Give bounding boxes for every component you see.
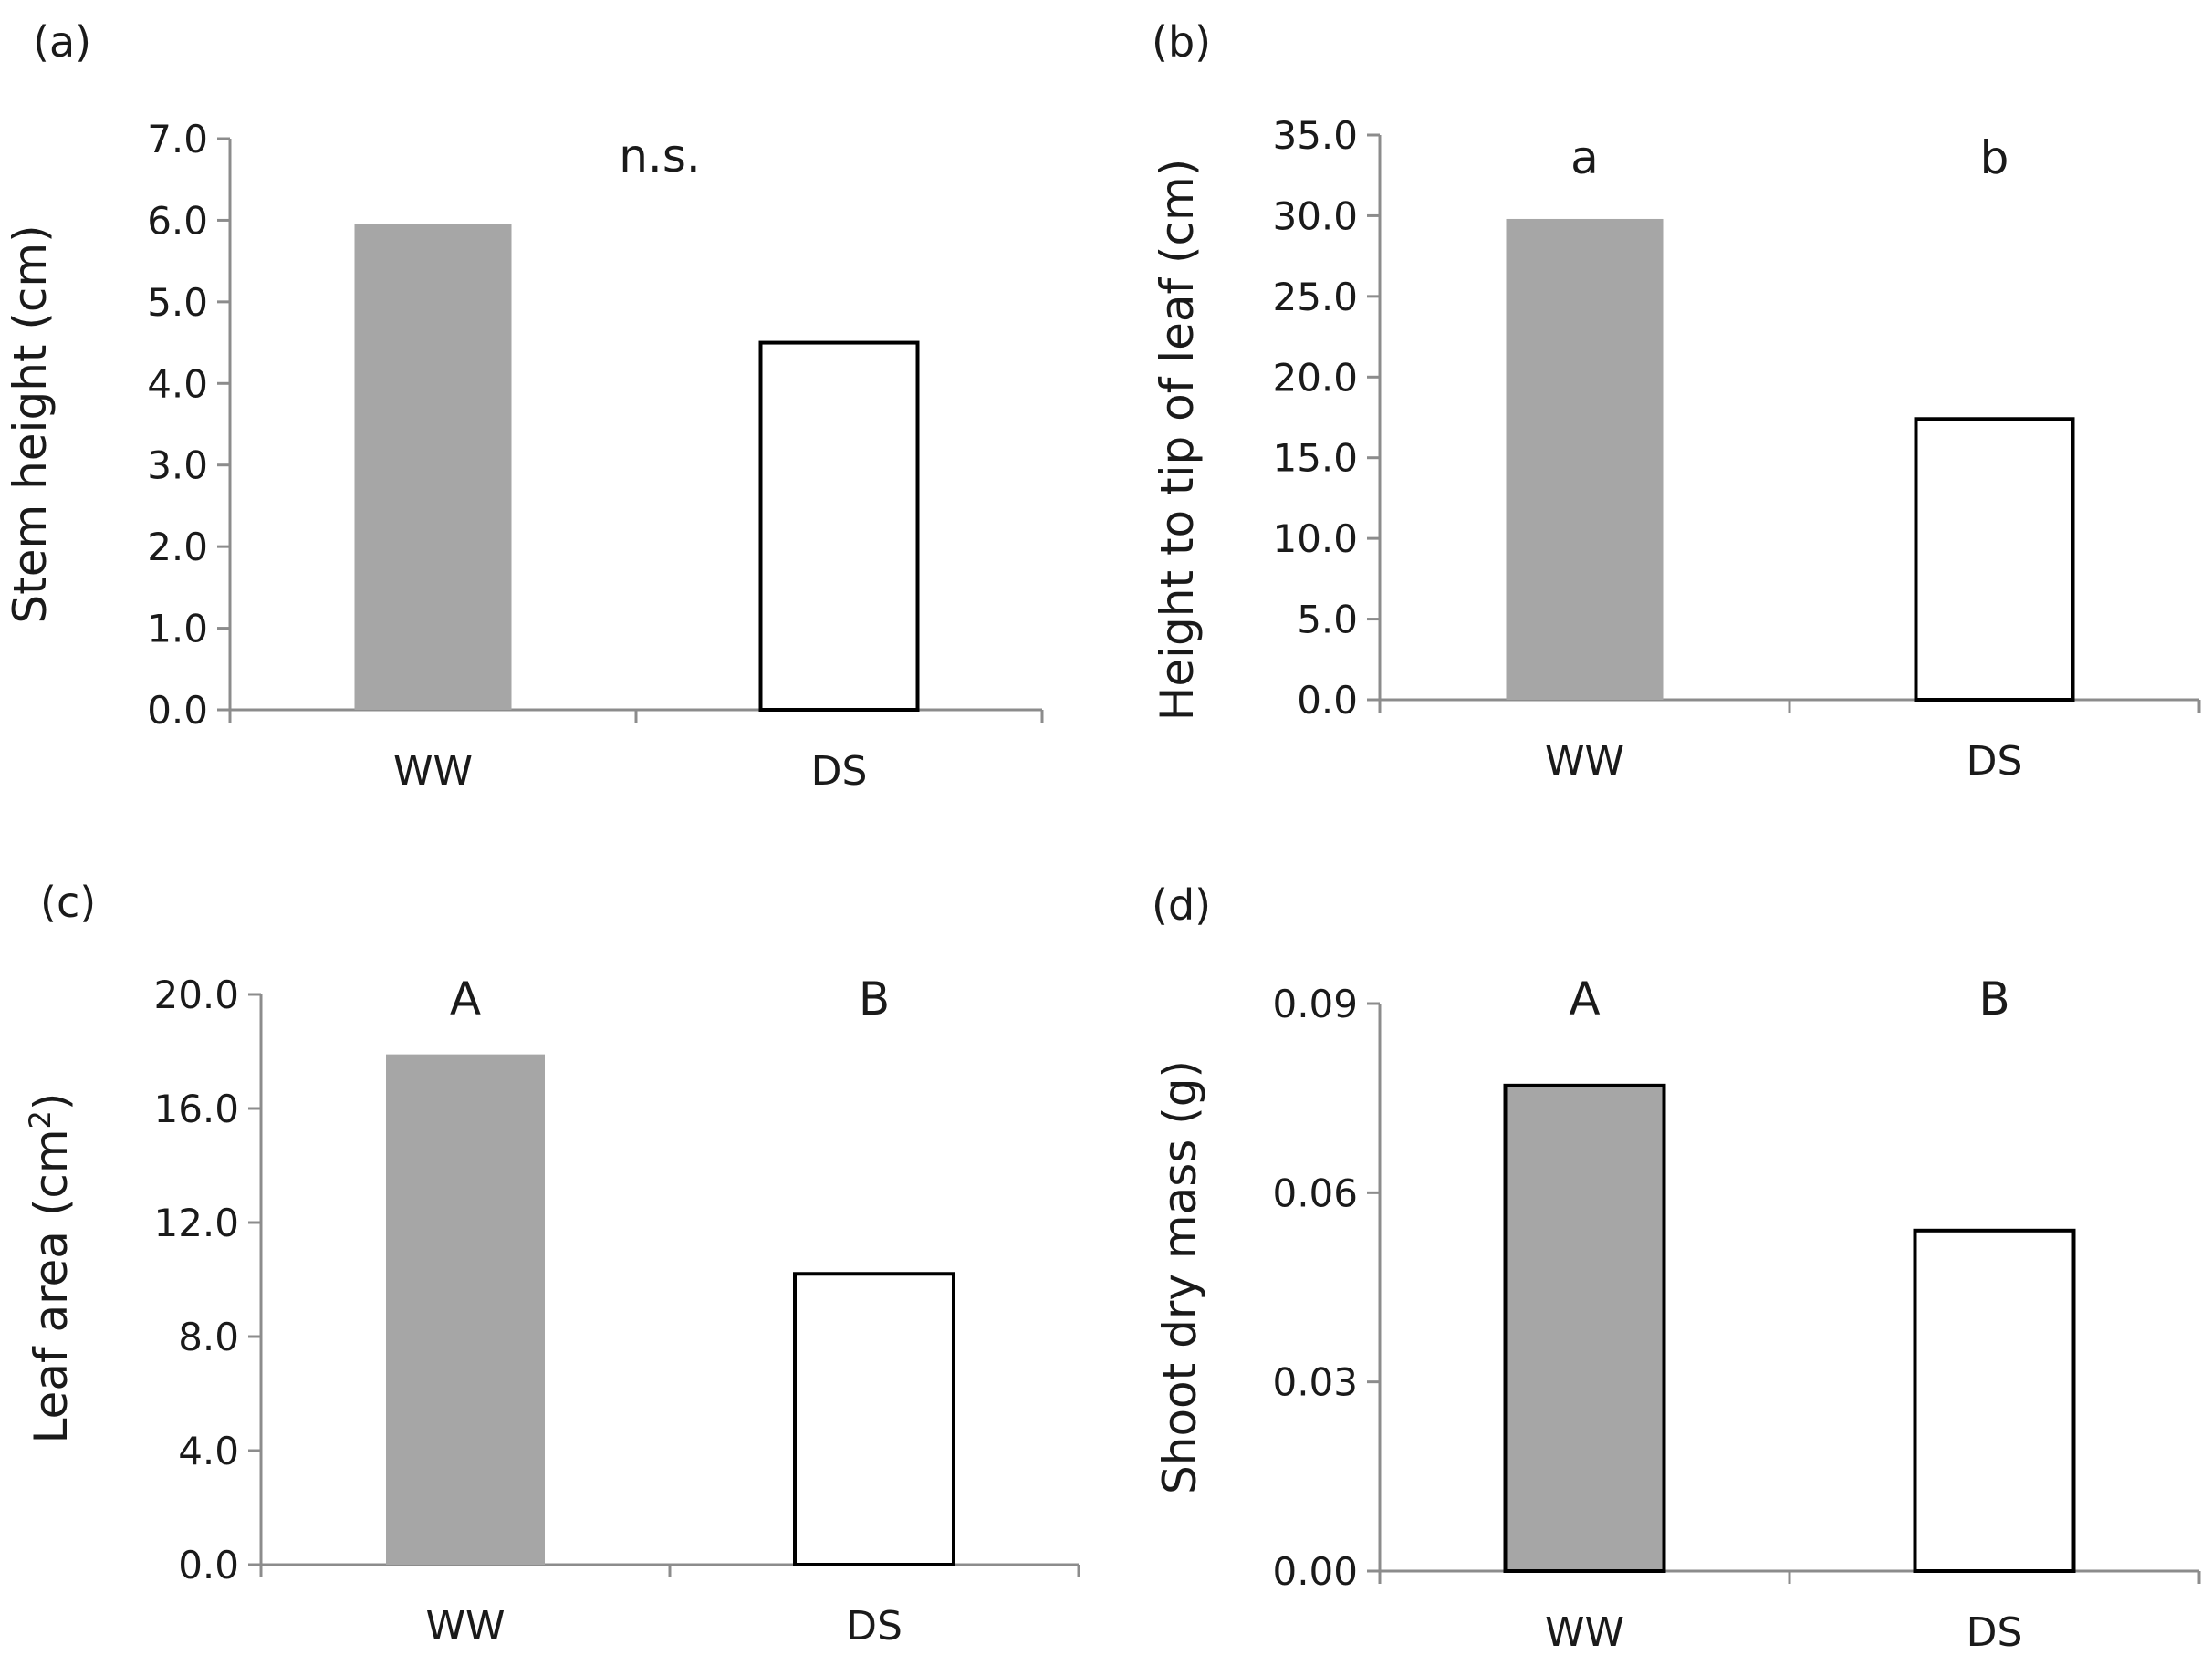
y-tick-label: 0.06 <box>1272 1171 1358 1215</box>
y-tick-label: 0.03 <box>1272 1360 1358 1405</box>
bar-ww <box>1503 1083 1666 1574</box>
x-category-label: DS <box>811 748 868 795</box>
y-tick-label: 12.0 <box>153 1201 239 1245</box>
y-tick-label: 4.0 <box>178 1429 239 1473</box>
y-tick-label: 15.0 <box>1272 436 1358 481</box>
chart-panel-2: (b) 0.0 5.0 10.0 15.0 20.0 25.0 30.0 35.0 WW DS a b H… <box>1151 17 2201 785</box>
panel-label: (a) <box>33 17 91 67</box>
y-tick-label: 16.0 <box>153 1087 239 1131</box>
panel-label: (c) <box>40 878 96 927</box>
y-tick-label: 6.0 <box>147 198 208 243</box>
y-tick-label: 8.0 <box>178 1315 239 1359</box>
y-tick-label: 7.0 <box>147 117 208 161</box>
bar-ds <box>793 1272 955 1566</box>
y-axis-title-text: Shoot dry mass (g) <box>1153 1060 1206 1494</box>
y-tick-label: 0.00 <box>1272 1549 1358 1594</box>
y-axis-title: Shoot dry mass (g) <box>1153 1060 1206 1494</box>
x-category-label: DS <box>1967 1609 2023 1656</box>
bar-ds <box>758 340 920 712</box>
x-category-label: WW <box>1545 738 1624 785</box>
panel-label: (d) <box>1152 880 1211 930</box>
y-tick-label: 20.0 <box>1272 355 1358 400</box>
chart-panel-1: (a) 0.0 1.0 2.0 3.0 4.0 5.0 6.0 7.0 WW DS n.s. Stem … <box>4 17 1044 795</box>
significance-label: a <box>1570 131 1599 184</box>
y-tick-label: 5.0 <box>1297 598 1358 642</box>
y-tick-label: 25.0 <box>1272 275 1358 319</box>
significance-label: b <box>1980 131 2009 184</box>
y-tick-label: 0.0 <box>147 688 208 733</box>
bar-ww <box>1506 218 1664 701</box>
bar-ww <box>354 224 512 710</box>
y-axis-title: Height to tip of leaf (cm) <box>1151 159 1204 721</box>
y-axis-title-text: Height to tip of leaf (cm) <box>1151 159 1204 721</box>
y-axis-title-text: Stem height (cm) <box>4 224 57 623</box>
x-category-label: DS <box>1967 738 2023 785</box>
y-axis-title-superscript: 2 <box>23 1110 57 1129</box>
y-tick-label: 30.0 <box>1272 193 1358 238</box>
y-tick-label: 35.0 <box>1272 113 1358 158</box>
bar-ww <box>386 1054 545 1565</box>
bar-ds <box>1913 1228 2076 1574</box>
y-tick-label: 10.0 <box>1272 516 1358 561</box>
panel-label: (b) <box>1152 17 1211 67</box>
bar-ds <box>1914 417 2075 702</box>
y-tick-label: 0.0 <box>178 1543 239 1587</box>
x-category-label: WW <box>425 1603 505 1649</box>
x-category-label: DS <box>846 1603 903 1649</box>
y-axis-title: Stem height (cm) <box>4 224 57 623</box>
y-tick-label: 2.0 <box>147 525 208 569</box>
chart-panel-4: (d) 0.00 0.03 0.06 0.09 WW DS A B Shoot dry mass … <box>1152 880 2201 1656</box>
y-axis-title: Leaf area (cm2) <box>23 1093 78 1444</box>
chart-panel-3: (c) 0.0 4.0 8.0 12.0 16.0 20.0 WW DS A B Leaf area … <box>23 878 1080 1649</box>
x-category-label: WW <box>1545 1609 1624 1656</box>
y-axis-title-tail: ) <box>25 1093 78 1111</box>
significance-label: n.s. <box>619 130 701 182</box>
significance-label: A <box>450 973 481 1025</box>
y-axis-title-text: Leaf area (cm <box>25 1129 78 1443</box>
y-tick-label: 1.0 <box>147 607 208 651</box>
significance-label: B <box>859 973 890 1025</box>
y-tick-label: 5.0 <box>147 280 208 325</box>
y-tick-label: 0.0 <box>1297 678 1358 723</box>
y-tick-label: 3.0 <box>147 443 208 488</box>
y-tick-label: 0.09 <box>1272 982 1358 1026</box>
x-category-label: WW <box>393 748 473 795</box>
significance-label: A <box>1569 973 1600 1025</box>
y-tick-label: 20.0 <box>153 973 239 1017</box>
y-tick-label: 4.0 <box>147 361 208 406</box>
significance-label: B <box>1978 973 2009 1025</box>
